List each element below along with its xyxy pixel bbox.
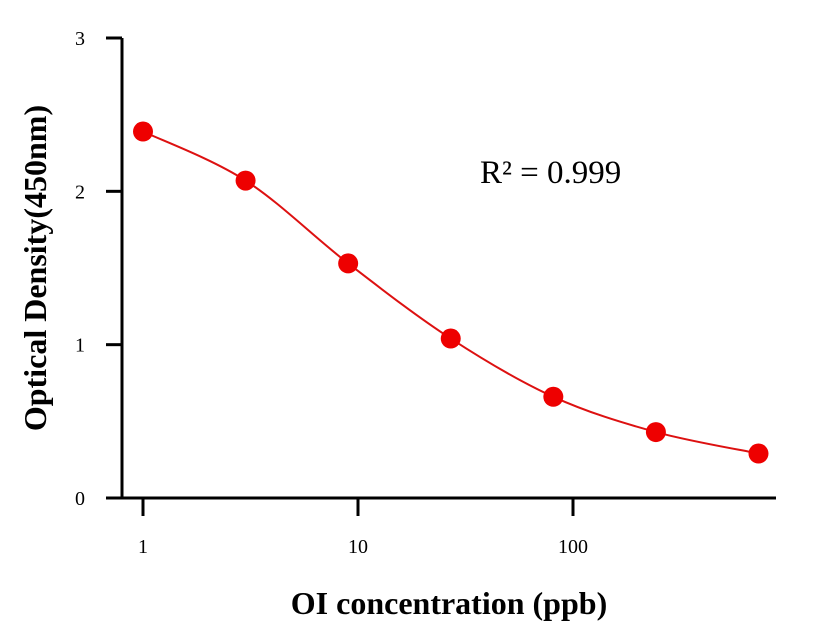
data-point [440,328,461,349]
data-point [543,386,564,407]
r-squared-annotation: R² = 0.999 [480,155,621,191]
x-tick-label: 1 [138,536,148,558]
data-points [133,121,769,464]
data-point [133,121,153,142]
data-point [235,170,256,191]
ticks: 0 1 2 3 1 10 100 [75,28,588,558]
y-tick-label: 1 [75,335,85,357]
x-tick-label: 10 [348,536,368,558]
x-axis-title: OI concentration (ppb) [291,585,607,621]
data-point [338,253,359,274]
data-point [645,422,666,443]
x-tick-label: 100 [558,536,588,558]
y-tick-label: 2 [75,181,85,203]
fit-curve [142,130,759,455]
y-axis-title: Optical Density(450nm) [17,105,53,431]
y-tick-label: 3 [75,28,85,50]
y-tick-label: 0 [75,488,85,510]
data-point [748,443,769,464]
axes [120,38,776,500]
